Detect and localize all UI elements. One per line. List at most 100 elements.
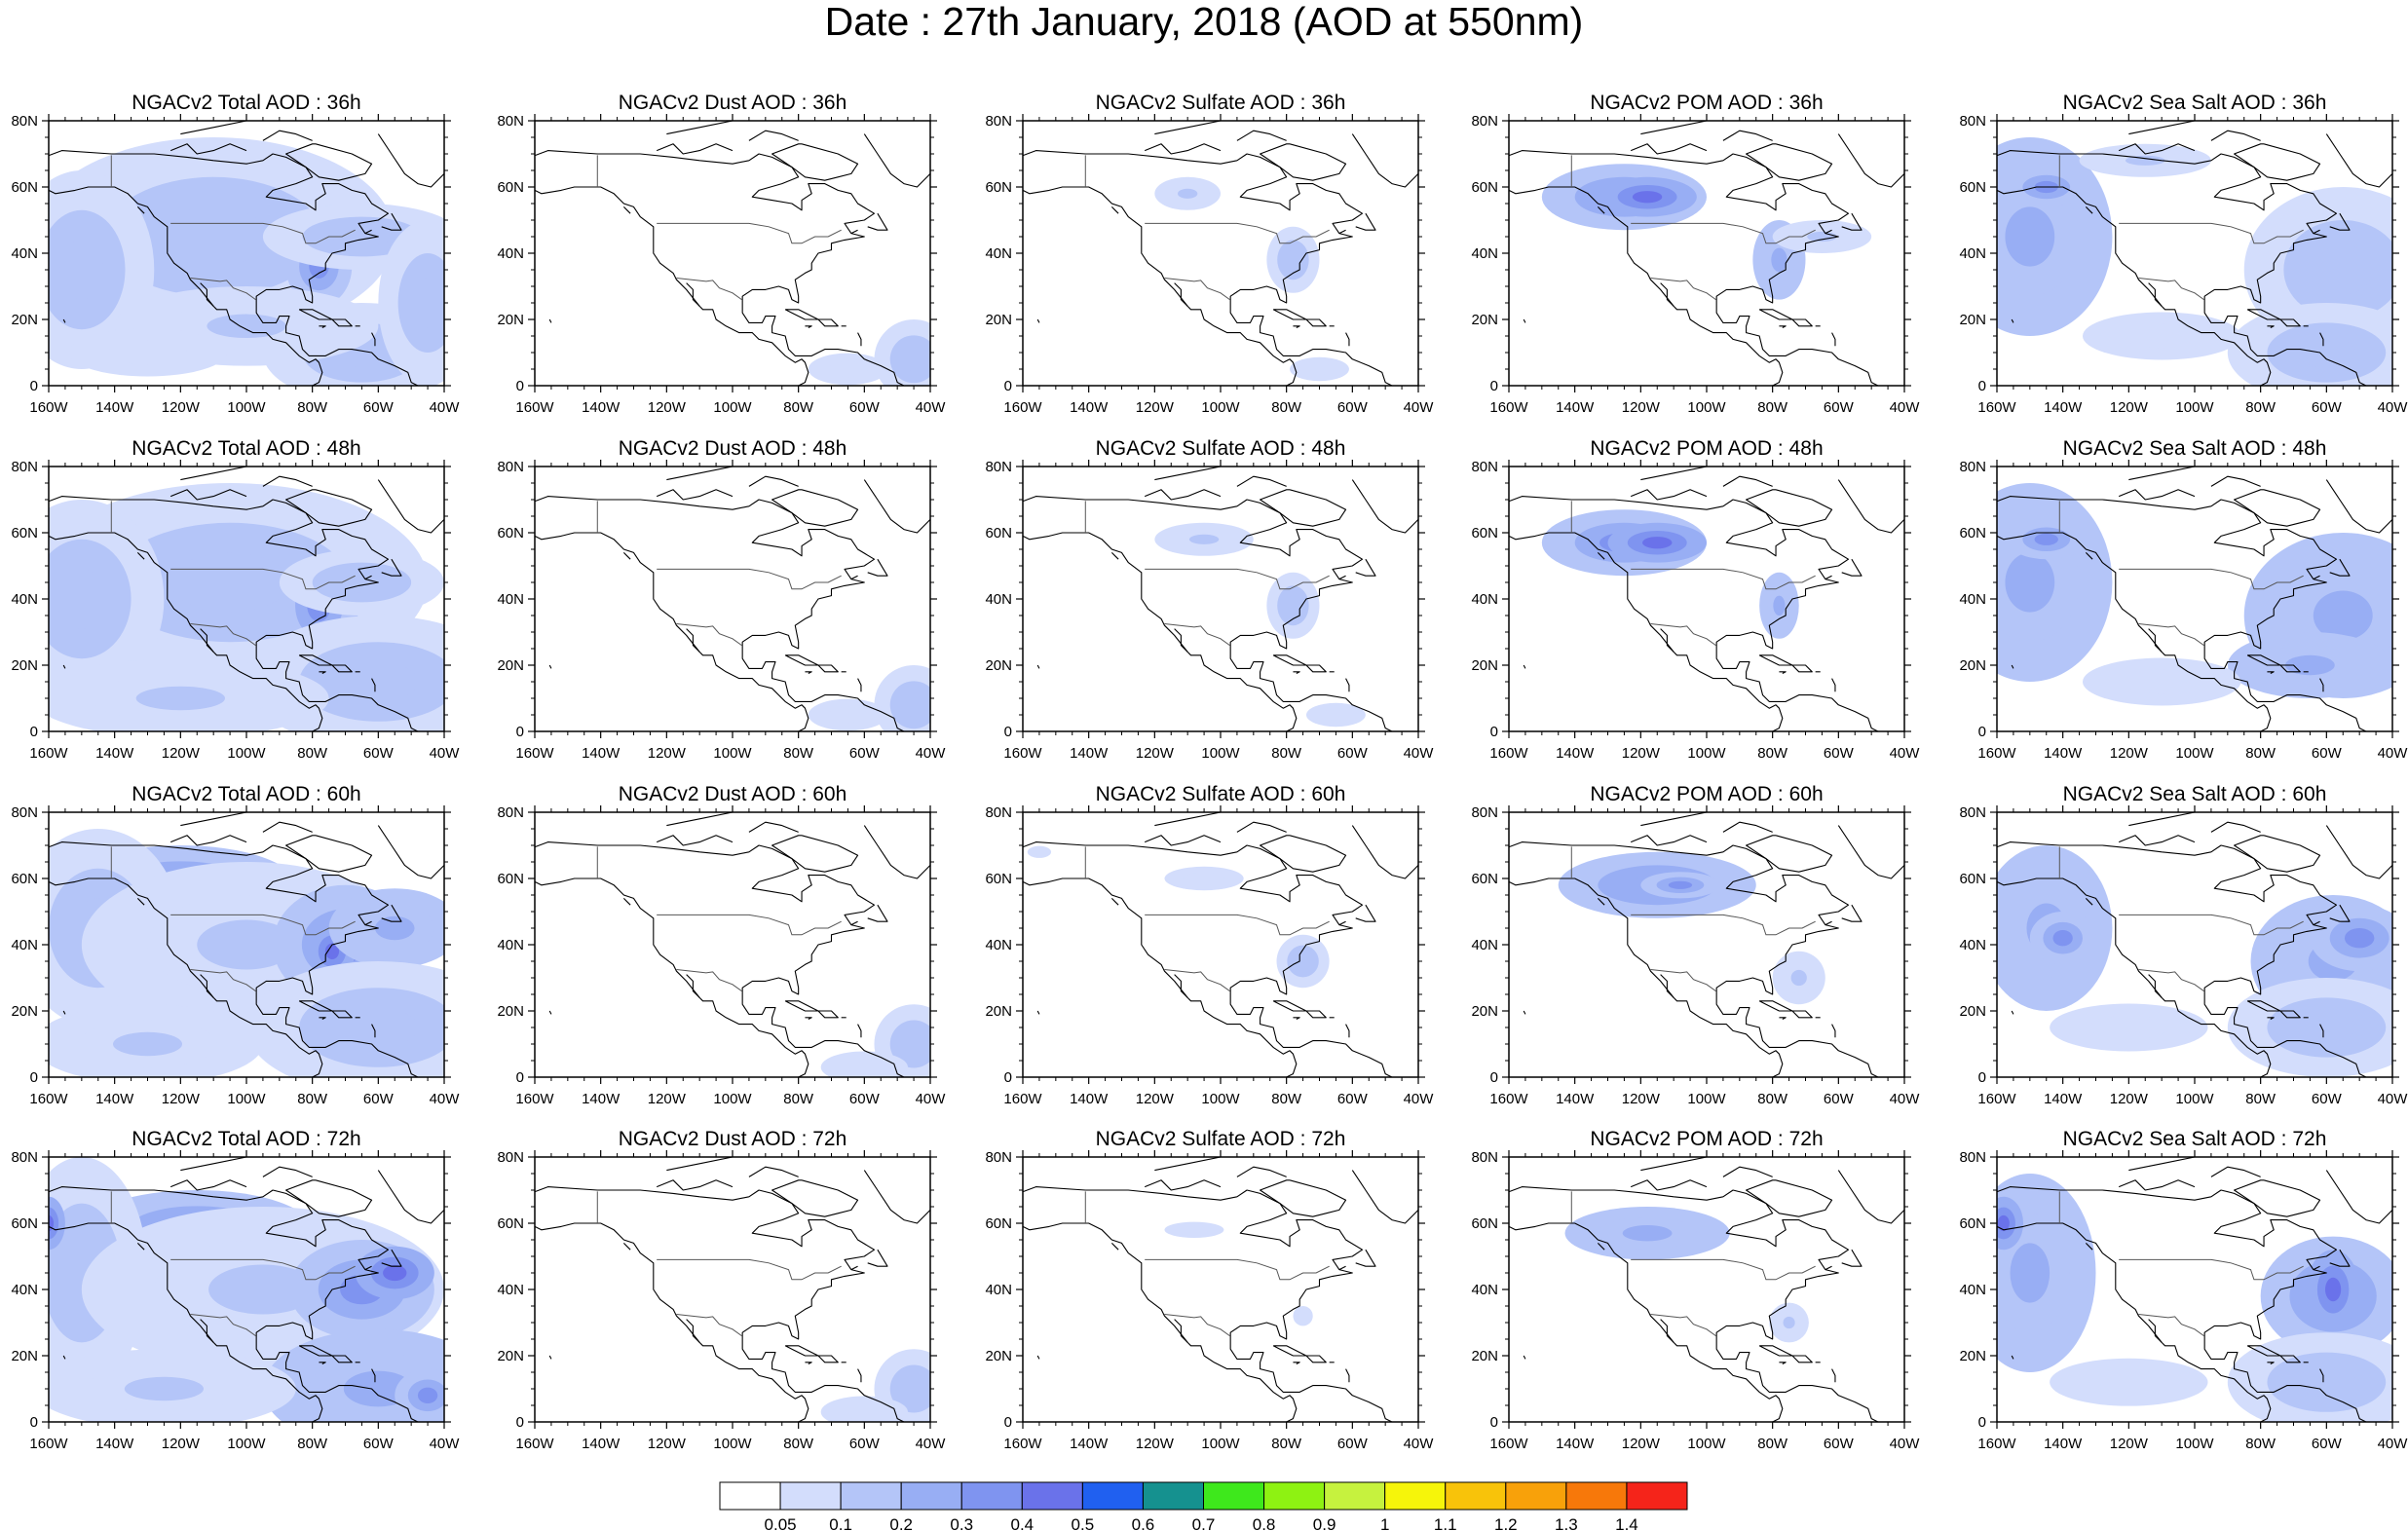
panel-title: NGACv2 Dust AOD : 48h (619, 437, 847, 460)
country-border (1164, 278, 1230, 301)
country-border (1145, 914, 1330, 936)
panel-title: NGACv2 POM AOD : 72h (1590, 1128, 1823, 1150)
coastline (1746, 835, 1833, 873)
coastline (2128, 121, 2201, 135)
coastline (1640, 121, 1712, 135)
coastline (1660, 282, 1674, 307)
lat-label: 40N (1471, 245, 1498, 262)
lat-label: 80N (1471, 459, 1498, 475)
coastline (200, 1319, 214, 1343)
lon-label: 80W (1757, 399, 1788, 416)
coastline (666, 812, 738, 827)
coastline (200, 282, 214, 307)
lon-label: 140W (1556, 1091, 1595, 1107)
lat-label: 40N (11, 591, 38, 608)
lon-label: 140W (1070, 1436, 1109, 1452)
lat-label: 80N (497, 113, 524, 130)
coastline (1144, 1179, 1222, 1191)
lon-label: 40W (1890, 1091, 1921, 1107)
colorbar: 0.05 0.1 0.2 0.3 0.4 0.5 0.6 0.7 0.8 0.9 1 1.1 1.2 1.… (719, 1481, 1688, 1531)
lon-label: 40W (1404, 745, 1435, 762)
coastline (2313, 229, 2320, 235)
coastline (1023, 532, 1298, 731)
map-panel: 160W 140W 120W 100W 80W 60W 40W 0 20N 40N 60N 80N NG… (497, 437, 946, 762)
coastline (1260, 835, 1347, 873)
lon-label: 160W (515, 1091, 554, 1107)
aod-contour (1033, 848, 1046, 855)
coastline (656, 489, 734, 501)
colorbar-label: 1.2 (1494, 1515, 1518, 1531)
coastline (1825, 920, 1832, 926)
map-panel: 160W 140W 120W 100W 80W 60W 40W 0 20N 40N 60N 80N NG… (497, 1128, 946, 1452)
coastline (49, 878, 323, 1077)
country-border (676, 1314, 742, 1337)
lat-label: 20N (1959, 1003, 1986, 1020)
lon-label: 160W (1489, 1091, 1528, 1107)
map-panel: 160W 140W 120W 100W 80W 60W 40W 0 20N 40N 60N 80N NG… (1471, 783, 1921, 1107)
coastline (1154, 1157, 1226, 1172)
coastline (1305, 664, 1327, 673)
coastline (1260, 489, 1347, 527)
lat-label: 40N (985, 245, 1012, 262)
lon-label: 160W (1003, 1436, 1042, 1452)
coastline (1837, 825, 1904, 879)
coastline (666, 121, 738, 135)
coastline (136, 1243, 145, 1251)
country-border (657, 914, 842, 936)
lon-label: 140W (2044, 745, 2083, 762)
lon-label: 120W (1136, 1436, 1175, 1452)
coastline (850, 920, 858, 926)
coastline (2148, 1319, 2163, 1343)
map-panel: 160W 140W 120W 100W 80W 60W 40W 0 20N 40N 60N 80N NG… (11, 1128, 460, 1452)
colorbar-swatch (779, 1481, 842, 1511)
coastline (817, 318, 839, 327)
coastline (1338, 920, 1346, 926)
colorbar-swatch (1565, 1481, 1628, 1511)
aod-contour (2122, 323, 2201, 349)
lon-label: 160W (1003, 745, 1042, 762)
country-border (1631, 1258, 1816, 1281)
coastline (371, 1024, 376, 1038)
lon-label: 140W (2044, 399, 2083, 416)
coastline (748, 475, 799, 487)
coastline (1509, 878, 1784, 1077)
aod-contour (901, 347, 926, 372)
lon-label: 160W (1977, 1091, 2016, 1107)
country-border (1650, 623, 1716, 647)
lon-label: 80W (1271, 1091, 1302, 1107)
coastline (1154, 121, 1226, 135)
coastline (1338, 229, 1346, 235)
country-border (2119, 222, 2304, 244)
lon-label: 80W (2245, 1436, 2276, 1452)
coastline (686, 628, 700, 653)
lon-label: 120W (648, 1436, 687, 1452)
coastline (805, 1362, 812, 1364)
coastline (2329, 212, 2351, 231)
coastline (364, 575, 372, 580)
coastline (1837, 479, 1904, 534)
lon-label: 160W (29, 1091, 68, 1107)
country-border (2138, 1314, 2204, 1337)
aod-contour (1773, 595, 1786, 616)
coastline (1597, 552, 1605, 560)
lon-label: 120W (1622, 399, 1661, 416)
coastline (1144, 835, 1222, 846)
coastline (748, 821, 799, 833)
coastline (1779, 671, 1787, 674)
coastline (1293, 325, 1300, 328)
panel-title: NGACv2 Total AOD : 48h (132, 437, 360, 460)
country-border (1164, 623, 1230, 647)
colorbar-swatch (1142, 1481, 1204, 1511)
coastline (49, 1222, 323, 1422)
coastline (1355, 212, 1376, 231)
lat-label: 40N (1471, 937, 1498, 953)
aod-contour (107, 340, 188, 365)
country-border (170, 914, 356, 936)
coastline (535, 1222, 809, 1422)
coastline (771, 835, 859, 873)
colorbar-label: 0.8 (1253, 1515, 1276, 1531)
lon-label: 60W (2312, 1091, 2343, 1107)
coastline (2319, 678, 2324, 692)
panel-title: NGACv2 Sulfate AOD : 72h (1096, 1128, 1346, 1150)
panel-title: NGACv2 Sulfate AOD : 48h (1096, 437, 1346, 460)
